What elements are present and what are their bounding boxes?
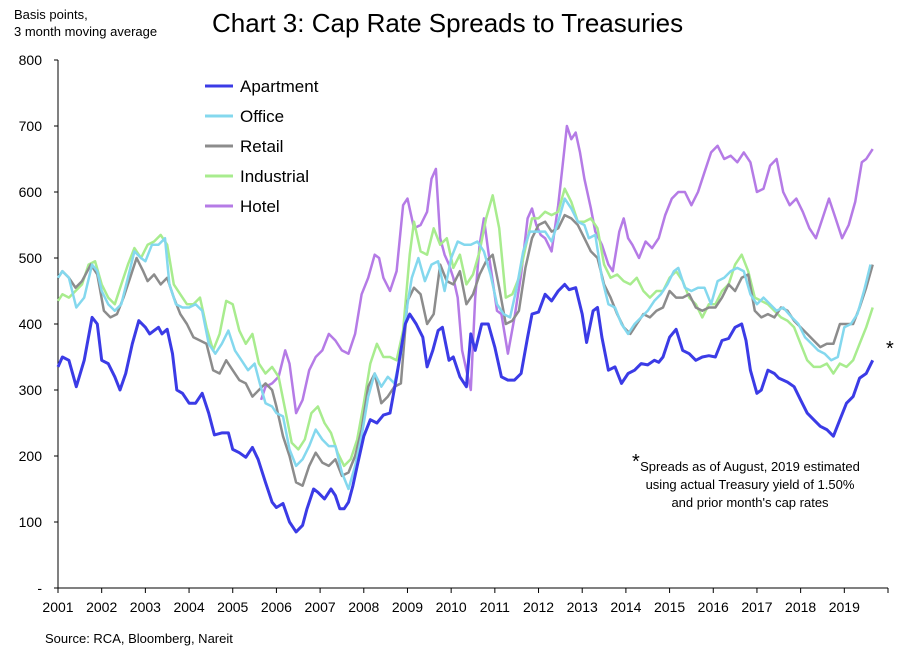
unit-label: Basis points, 3 month moving average <box>14 6 157 40</box>
chart-title: Chart 3: Cap Rate Spreads to Treasuries <box>212 8 684 38</box>
legend-label-retail: Retail <box>240 137 283 156</box>
x-tick-label: 2012 <box>523 599 554 615</box>
x-tick-label: 2001 <box>42 599 73 615</box>
note-line-2: using actual Treasury yield of 1.50% <box>645 477 855 492</box>
x-tick-label: 2005 <box>217 599 248 615</box>
x-tick-label: 2008 <box>348 599 379 615</box>
x-tick-label: 2004 <box>173 599 204 615</box>
x-tick-label: 2014 <box>610 599 641 615</box>
legend-label-hotel: Hotel <box>240 197 280 216</box>
note-line-1: Spreads as of August, 2019 estimated <box>640 459 860 474</box>
x-tick-label: 2010 <box>436 599 467 615</box>
x-tick-label: 2007 <box>305 599 336 615</box>
series-line-apartment <box>56 282 875 534</box>
series-lines <box>56 124 875 534</box>
x-tick-label: 2002 <box>86 599 117 615</box>
y-tick-label: 200 <box>19 448 43 464</box>
unit-label-line-1: Basis points, <box>14 7 88 22</box>
x-tick-label: 2018 <box>785 599 816 615</box>
chart-legend: Apartment Office Retail Industrial Hotel <box>205 77 319 216</box>
y-tick-label: 400 <box>19 316 43 332</box>
legend-label-industrial: Industrial <box>240 167 309 186</box>
y-tick-label: 100 <box>19 514 43 530</box>
source-note: Source: RCA, Bloomberg, Nareit <box>45 631 233 646</box>
note-line-3: and prior month's cap rates <box>671 495 829 510</box>
x-tick-label: 2006 <box>261 599 292 615</box>
unit-label-line-2: 3 month moving average <box>14 24 158 39</box>
x-tick-label: 2003 <box>130 599 161 615</box>
estimate-note: * Spreads as of August, 2019 estimated u… <box>620 452 880 512</box>
y-tick-label: 700 <box>19 118 43 134</box>
series-line-hotel <box>259 124 874 415</box>
end-asterisk: * <box>886 338 894 360</box>
x-tick-label: 2009 <box>392 599 423 615</box>
y-tick-label: 800 <box>19 52 43 68</box>
y-tick-label: 300 <box>19 382 43 398</box>
y-tick-label: 500 <box>19 250 43 266</box>
y-tick-label: 600 <box>19 184 43 200</box>
series-line-office <box>56 197 872 491</box>
legend-label-apartment: Apartment <box>240 77 319 96</box>
x-tick-label: 2011 <box>480 599 510 615</box>
y-tick-label: - <box>37 580 42 596</box>
legend-label-office: Office <box>240 107 284 126</box>
note-asterisk: * <box>632 451 640 473</box>
x-tick-label: 2016 <box>698 599 729 615</box>
series-line-industrial <box>56 187 874 468</box>
series-line-retail <box>56 213 874 487</box>
chart-axes: - 100 200 300 400 500 600 700 800 2001 2002 2003 200… <box>19 52 889 615</box>
x-tick-label: 2017 <box>741 599 772 615</box>
x-tick-label: 2013 <box>567 599 598 615</box>
x-tick-label: 2019 <box>829 599 860 615</box>
x-tick-label: 2015 <box>654 599 685 615</box>
